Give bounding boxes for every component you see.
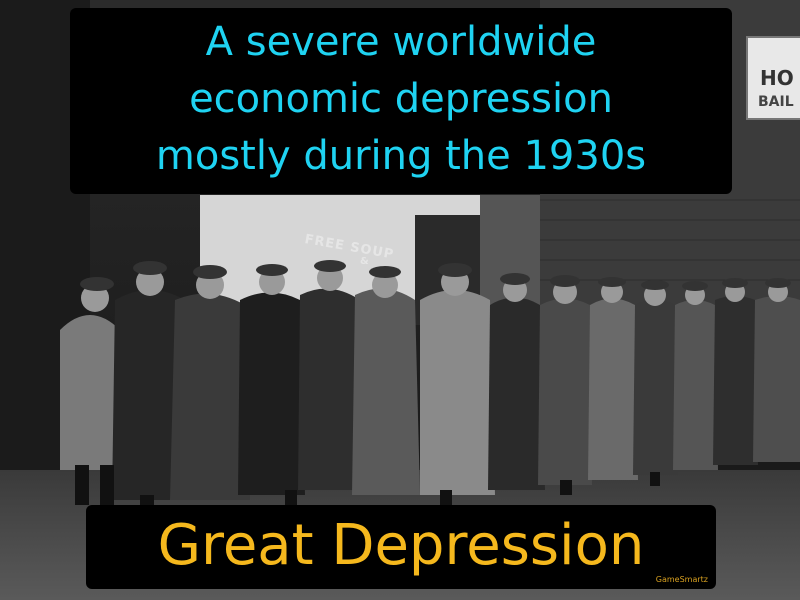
hotel-sign-line2: BAIL (758, 94, 794, 110)
brand-watermark: GameSmartz (655, 575, 708, 584)
definition-box: A severe worldwide economic depression m… (70, 8, 732, 194)
definition-line-3: mostly during the 1930s (155, 133, 647, 179)
hotel-sign: HO BAIL (746, 36, 800, 120)
definition-text: A severe worldwide economic depression m… (70, 14, 732, 185)
definition-line-2: economic depression (189, 76, 613, 122)
term-box: Great Depression GameSmartz (86, 505, 716, 589)
term-text: Great Depression (157, 513, 645, 578)
hotel-sign-line1: HO (760, 66, 794, 90)
definition-line-1: A severe worldwide (205, 19, 597, 65)
free-soup-sign-ampersand: & (360, 256, 369, 267)
